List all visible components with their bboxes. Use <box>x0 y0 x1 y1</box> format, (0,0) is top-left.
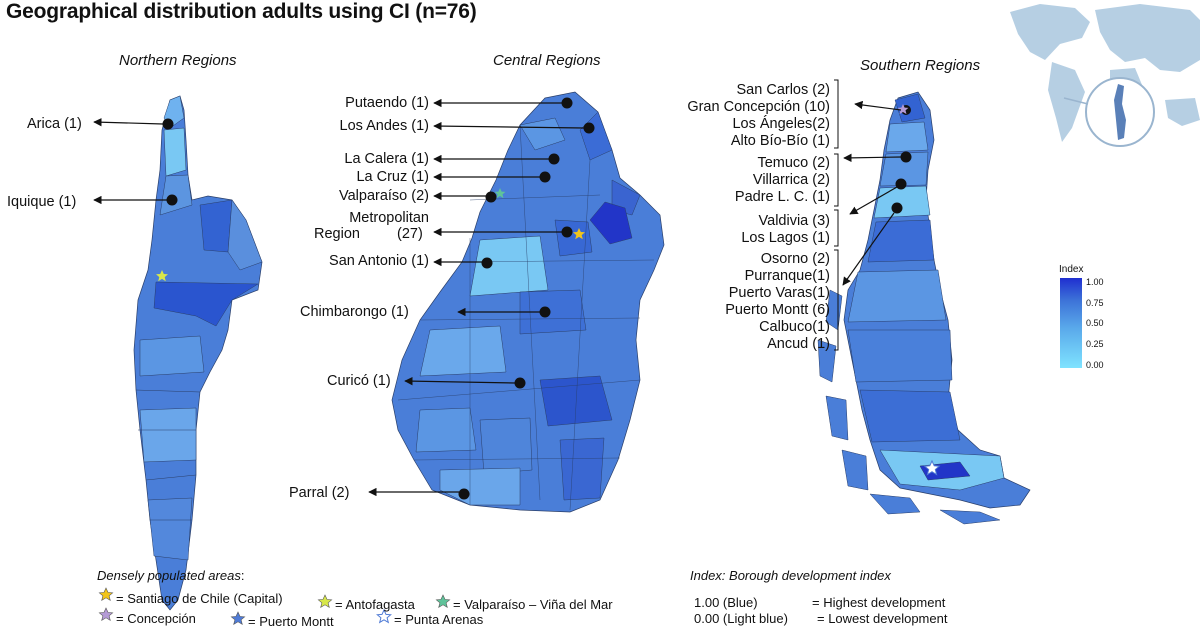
city-label-villarrica: Villarrica (2) <box>752 172 830 188</box>
city-label-parral: Parral (2) <box>289 485 350 501</box>
city-label-puerto-montt: Puerto Montt (6) <box>725 302 830 318</box>
city-label-valdivia: Valdivia (3) <box>758 213 830 229</box>
legend-star-symbols <box>98 587 451 626</box>
city-label-san-antonio: San Antonio (1) <box>329 253 429 269</box>
legend-item-puerto-montt: = Puerto Montt <box>248 614 334 629</box>
city-label-los-lagos: Los Lagos (1) <box>741 230 830 246</box>
colorbar-tick: 0.00 <box>1086 360 1104 370</box>
city-label-san-carlos: San Carlos (2) <box>736 82 830 98</box>
city-label-ancud: Ancud (1) <box>767 336 830 352</box>
central-regions-map <box>368 91 665 513</box>
city-label-puerto-varas: Puerto Varas(1) <box>728 285 830 301</box>
city-label-osorno: Osorno (2) <box>760 251 830 267</box>
legend-item-santiago: = Santiago de Chile (Capital) <box>116 591 283 606</box>
city-label-region-count: (27) <box>397 226 423 242</box>
city-label-la-calera: La Calera (1) <box>344 151 429 167</box>
city-label-purranque: Purranque(1) <box>744 268 830 284</box>
city-label-calbuco: Calbuco(1) <box>759 319 830 335</box>
city-label-region: Region <box>314 226 360 242</box>
legend-item-punta-arenas: = Punta Arenas <box>394 612 484 627</box>
colorbar <box>1060 278 1082 368</box>
northern-regions-title: Northern Regions <box>119 52 237 69</box>
southern-regions-title: Southern Regions <box>860 57 981 74</box>
colorbar-title: Index <box>1059 264 1084 275</box>
city-label-metropolitan: Metropolitan <box>349 210 429 226</box>
southern-regions-map <box>817 79 1031 525</box>
index-info-low-desc: = Lowest development <box>817 611 948 626</box>
city-label-valparaiso: Valparaíso (2) <box>339 188 429 204</box>
city-label-los-andes: Los Andes (1) <box>339 118 429 134</box>
northern-regions-map <box>93 95 263 611</box>
city-label-gran-concepcion: Gran Concepción (10) <box>687 99 830 115</box>
index-info-low-value: 0.00 (Light blue) <box>694 611 788 626</box>
legend-heading: Densely populated areas: <box>97 568 245 583</box>
page-title: Geographical distribution adults using C… <box>6 0 477 23</box>
colorbar-tick: 0.50 <box>1086 318 1104 328</box>
city-label-iquique: Iquique (1) <box>7 194 77 210</box>
city-label-alto-bio-bio: Alto Bío-Bío (1) <box>730 133 830 149</box>
legend-item-concepcion: = Concepción <box>116 611 196 626</box>
city-label-padre-lc: Padre L. C. (1) <box>734 189 830 205</box>
city-label-arica: Arica (1) <box>27 116 82 132</box>
index-info-high-desc: = Highest development <box>812 595 946 610</box>
colorbar-tick: 1.00 <box>1086 277 1104 287</box>
city-label-los-angeles: Los Ángeles(2) <box>732 116 830 132</box>
legend-item-antofagasta: = Antofagasta <box>335 597 415 612</box>
colorbar-tick: 0.75 <box>1086 298 1104 308</box>
city-label-chimbarongo: Chimbarongo (1) <box>300 304 409 320</box>
legend-item-valparaiso: = Valparaíso – Viña del Mar <box>453 597 613 612</box>
city-label-putaendo: Putaendo (1) <box>345 95 429 111</box>
city-label-temuco: Temuco (2) <box>757 155 830 171</box>
city-label-la-cruz: La Cruz (1) <box>356 169 429 185</box>
index-info-heading: Index: Borough development index <box>690 568 891 583</box>
colorbar-tick: 0.25 <box>1086 339 1104 349</box>
central-regions-title: Central Regions <box>493 52 601 69</box>
city-label-curico: Curicó (1) <box>327 373 391 389</box>
index-info-high-value: 1.00 (Blue) <box>694 595 758 610</box>
world-inset-map <box>1005 0 1200 150</box>
